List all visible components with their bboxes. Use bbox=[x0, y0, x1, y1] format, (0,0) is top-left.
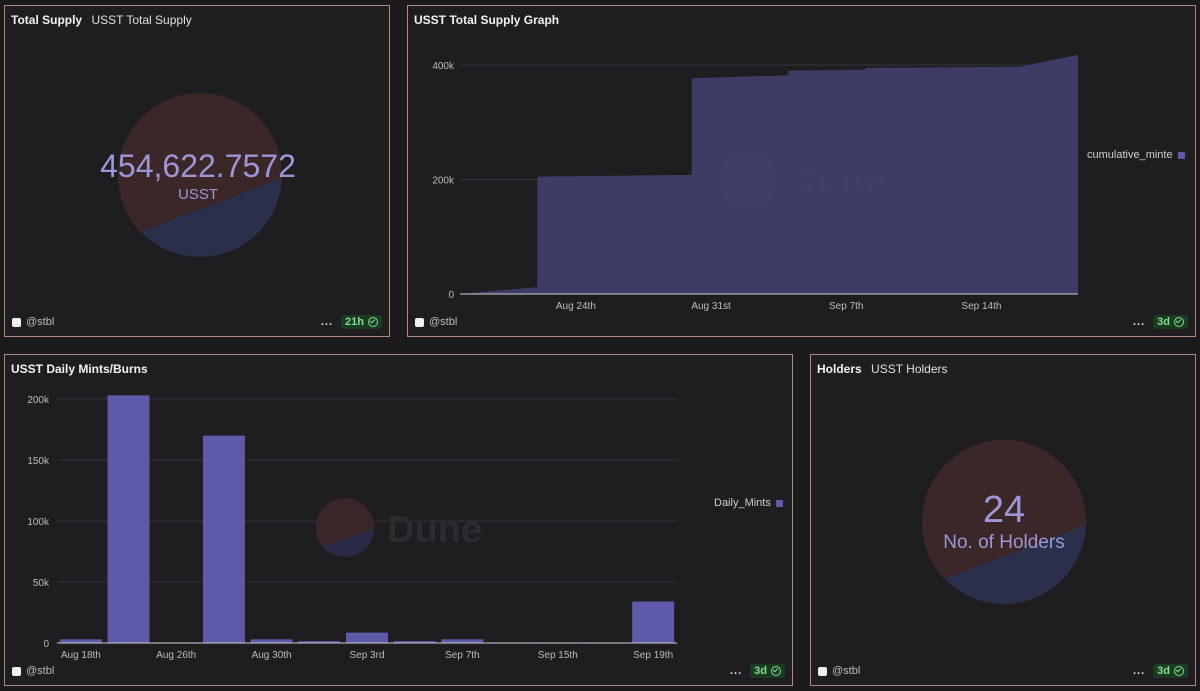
y-tick-label: 400k bbox=[432, 61, 455, 72]
author-name: @stbl bbox=[429, 316, 458, 328]
x-tick-label: Aug 24th bbox=[556, 301, 596, 312]
more-menu-icon[interactable]: ... bbox=[320, 316, 334, 328]
area-series-cumulative-minte bbox=[460, 54, 1078, 294]
avatar bbox=[12, 666, 21, 676]
freshness-badge[interactable]: 21h bbox=[341, 315, 382, 329]
y-tick-label: 100k bbox=[27, 517, 50, 528]
bar bbox=[250, 639, 293, 643]
bar bbox=[298, 641, 341, 643]
bar bbox=[441, 639, 484, 643]
panel-title[interactable]: Total Supply bbox=[11, 13, 83, 27]
more-menu-icon[interactable]: ... bbox=[729, 665, 743, 677]
bar bbox=[202, 435, 245, 643]
legend-swatch bbox=[1177, 151, 1185, 159]
panel-title[interactable]: Holders bbox=[817, 362, 862, 376]
avatar bbox=[818, 666, 827, 676]
panel-header: USST Total Supply Graph bbox=[414, 13, 559, 27]
x-tick-label: Sep 15th bbox=[538, 650, 578, 661]
x-tick-label: Sep 7th bbox=[445, 650, 479, 661]
dune-logo-watermark bbox=[117, 93, 282, 257]
freshness-age: 3d bbox=[754, 665, 767, 677]
counter-unit: No. of Holders bbox=[943, 532, 1065, 553]
panel-footer-controls: ... 3d bbox=[1133, 664, 1188, 678]
y-tick-label: 0 bbox=[43, 639, 49, 650]
x-tick-label: Sep 3rd bbox=[349, 650, 384, 661]
panel-footer-controls: ... 3d bbox=[1133, 315, 1188, 329]
bar bbox=[632, 601, 675, 643]
panel-header: Total Supply USST Total Supply bbox=[11, 13, 192, 27]
author-link[interactable]: @stbl bbox=[415, 316, 457, 328]
x-tick-label: Aug 31st bbox=[691, 301, 731, 312]
supply-graph-panel: USST Total Supply Graph 0200k400kDuneAug… bbox=[407, 5, 1196, 337]
freshness-badge[interactable]: 3d bbox=[1153, 315, 1188, 329]
counter: 454,622.7572 USST bbox=[5, 148, 391, 203]
x-tick-label: Aug 26th bbox=[156, 650, 196, 661]
dune-logo-watermark bbox=[921, 440, 1086, 604]
freshness-age: 3d bbox=[1157, 665, 1170, 677]
chart-legend[interactable]: cumulative_minte bbox=[1087, 149, 1185, 161]
x-tick-label: Sep 19th bbox=[633, 650, 673, 661]
legend-label: cumulative_minte bbox=[1087, 149, 1173, 161]
panel-title[interactable]: USST Daily Mints/Burns bbox=[11, 362, 148, 376]
author-link[interactable]: @stbl bbox=[12, 316, 54, 328]
panel-footer-controls: ... 3d bbox=[730, 664, 785, 678]
more-menu-icon[interactable]: ... bbox=[1132, 665, 1146, 677]
panel-subtitle: USST Total Supply bbox=[91, 13, 192, 27]
bar bbox=[59, 639, 102, 643]
dune-watermark-text: Dune bbox=[387, 509, 482, 551]
author-link[interactable]: @stbl bbox=[12, 665, 54, 677]
y-tick-label: 150k bbox=[27, 456, 50, 467]
check-circle-icon bbox=[1174, 317, 1184, 327]
y-tick-label: 200k bbox=[27, 395, 50, 406]
y-tick-label: 0 bbox=[448, 290, 454, 301]
author-name: @stbl bbox=[26, 665, 55, 677]
dune-logo-icon-half bbox=[315, 497, 374, 546]
panel-footer-controls: ... 21h bbox=[321, 315, 382, 329]
freshness-age: 3d bbox=[1157, 316, 1170, 328]
total-supply-panel: Total Supply USST Total Supply 454,622.7… bbox=[4, 5, 390, 337]
chart-legend[interactable]: Daily_Mints bbox=[714, 497, 783, 509]
y-tick-label: 200k bbox=[432, 176, 455, 187]
author-name: @stbl bbox=[832, 665, 861, 677]
holders-panel: Holders USST Holders 24 No. of Holders @… bbox=[810, 354, 1196, 686]
author-name: @stbl bbox=[26, 316, 55, 328]
daily-mints-panel: USST Daily Mints/Burns 0 50k 100k 150k 200k D… bbox=[4, 354, 793, 686]
bar bbox=[107, 395, 150, 643]
counter-value: 24 bbox=[982, 489, 1026, 531]
more-menu-icon[interactable]: ... bbox=[1132, 316, 1146, 328]
x-tick-label: Sep 7th bbox=[829, 301, 863, 312]
panel-title[interactable]: USST Total Supply Graph bbox=[414, 13, 560, 27]
author-link[interactable]: @stbl bbox=[818, 665, 860, 677]
bar bbox=[393, 641, 436, 643]
y-tick-label: 50k bbox=[33, 578, 50, 589]
freshness-badge[interactable]: 3d bbox=[1153, 664, 1188, 678]
legend-swatch bbox=[775, 499, 783, 507]
bar bbox=[346, 632, 388, 643]
check-circle-icon bbox=[368, 317, 378, 327]
check-circle-icon bbox=[771, 666, 781, 676]
x-tick-label: Aug 30th bbox=[252, 650, 292, 661]
counter-unit: USST bbox=[177, 186, 218, 203]
panel-header: Holders USST Holders bbox=[817, 362, 948, 376]
avatar bbox=[415, 317, 424, 327]
bar-chart[interactable]: 0 50k 100k 150k 200k Dune Aug 18th Aug 26th Aug … bbox=[5, 385, 685, 685]
x-tick-label: Sep 14th bbox=[961, 301, 1001, 312]
panel-subtitle: USST Holders bbox=[871, 362, 948, 376]
freshness-age: 21h bbox=[345, 316, 364, 328]
panel-header: USST Daily Mints/Burns bbox=[11, 362, 148, 376]
freshness-badge[interactable]: 3d bbox=[750, 664, 785, 678]
legend-label: Daily_Mints bbox=[714, 497, 771, 509]
counter: 24 No. of Holders bbox=[811, 489, 1197, 554]
avatar bbox=[12, 317, 21, 327]
check-circle-icon bbox=[1174, 666, 1184, 676]
counter-value: 454,622.7572 bbox=[100, 148, 296, 184]
x-tick-label: Aug 18th bbox=[61, 650, 101, 661]
